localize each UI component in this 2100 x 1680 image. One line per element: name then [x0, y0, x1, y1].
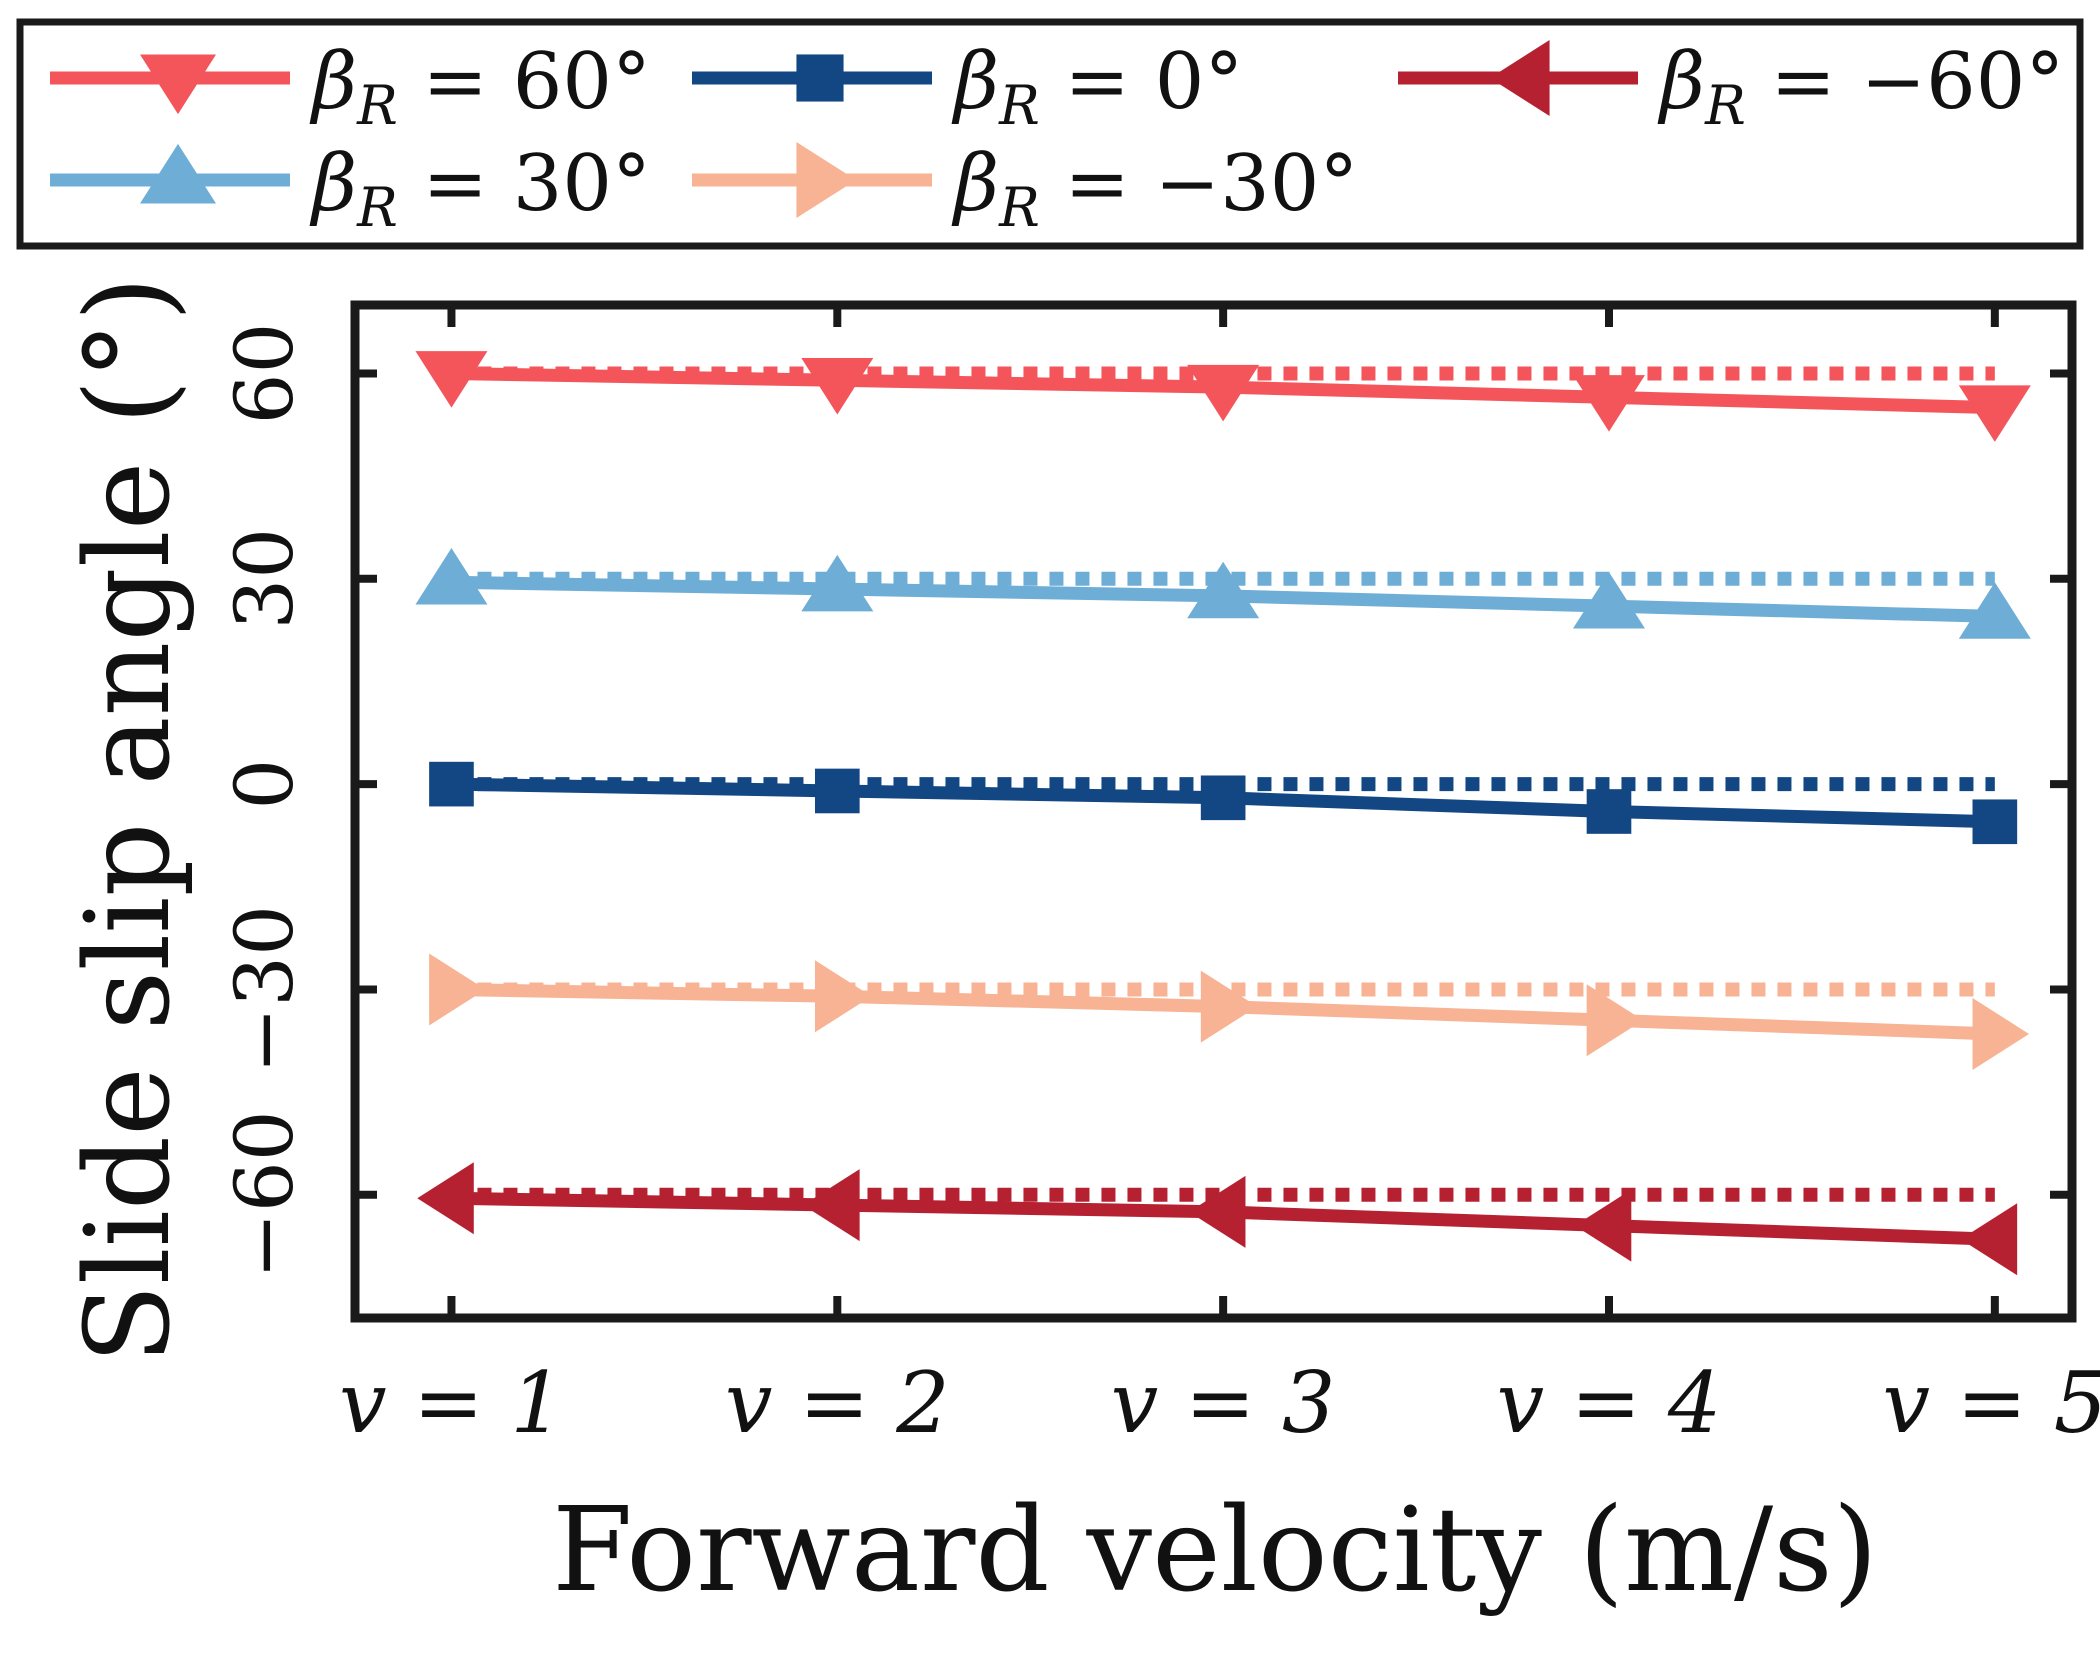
data-point	[803, 1169, 860, 1242]
data-point	[429, 953, 486, 1026]
data-point	[415, 548, 488, 605]
legend-item-4: βR = −30°	[692, 139, 1358, 239]
plot-area: v = 1 v = 2 v = 3 v = 4 v = 5 −60 −30 0 30 60	[218, 300, 2100, 1452]
legend-label: βR = 60°	[309, 37, 651, 137]
legend: βR = 60° βR = 0° βR = −60° βR = 30° βR = −30…	[16, 18, 2084, 250]
data-point	[1574, 1189, 1632, 1262]
data-point	[814, 768, 860, 814]
data-point	[1572, 375, 1645, 432]
data-point	[1586, 984, 1644, 1057]
legend-label: βR = −30°	[951, 139, 1358, 239]
data-point	[1972, 799, 2018, 845]
legend-label: βR = −60°	[1657, 37, 2064, 137]
series-4	[429, 953, 2030, 1070]
x-tick-label: v = 2	[725, 1354, 950, 1452]
legend-box	[16, 18, 2084, 250]
data-point	[1958, 582, 2031, 639]
data-point	[801, 357, 874, 415]
data-point	[1187, 561, 1260, 619]
y-axis-label: Slide slip angle (°)	[61, 276, 196, 1364]
x-tick-label: v = 5	[1882, 1354, 2100, 1452]
y-tick-label: −60	[218, 1110, 311, 1279]
y-tick-label: 0	[218, 759, 311, 810]
data-point	[1972, 997, 2030, 1070]
data-point	[1187, 364, 1260, 422]
data-point	[1200, 775, 1246, 821]
series-2	[417, 1162, 2018, 1276]
x-tick-label: v = 4	[1497, 1354, 1722, 1452]
legend-marker	[1489, 40, 1550, 116]
y-tick-label: 60	[218, 323, 311, 425]
legend-marker	[796, 54, 844, 102]
legend-item-2: βR = −60°	[1398, 37, 2064, 137]
series-1	[429, 761, 2018, 845]
data-point	[429, 761, 474, 807]
x-tick-label: v = 3	[1111, 1354, 1336, 1452]
data-point	[801, 554, 874, 612]
legend-label: βR = 30°	[309, 139, 651, 239]
x-tick-label: v = 1	[339, 1354, 564, 1452]
data-point	[1960, 1203, 2018, 1276]
data-point	[1958, 385, 2031, 442]
data-point	[1188, 1175, 1246, 1248]
y-tick-label: −30	[218, 905, 311, 1074]
data-point	[417, 1162, 474, 1235]
legend-item-0: βR = 60°	[50, 37, 651, 137]
data-point	[415, 351, 488, 408]
data-point	[1586, 789, 1632, 834]
legend-marker	[140, 143, 216, 204]
data-point	[814, 960, 872, 1033]
series-0	[415, 351, 2031, 442]
y-tick-label: 30	[218, 528, 311, 630]
data-point	[1572, 571, 1645, 629]
legend-label: βR = 0°	[951, 37, 1243, 137]
series-3	[415, 548, 2031, 639]
data-point	[1200, 970, 1258, 1043]
legend-item-3: βR = 30°	[50, 139, 651, 239]
legend-marker	[796, 142, 857, 218]
plot-frame	[350, 300, 2077, 1323]
legend-item-1: βR = 0°	[692, 37, 1243, 137]
x-axis-label: Forward velocity (m/s)	[552, 1483, 1878, 1618]
legend-marker	[140, 54, 216, 115]
